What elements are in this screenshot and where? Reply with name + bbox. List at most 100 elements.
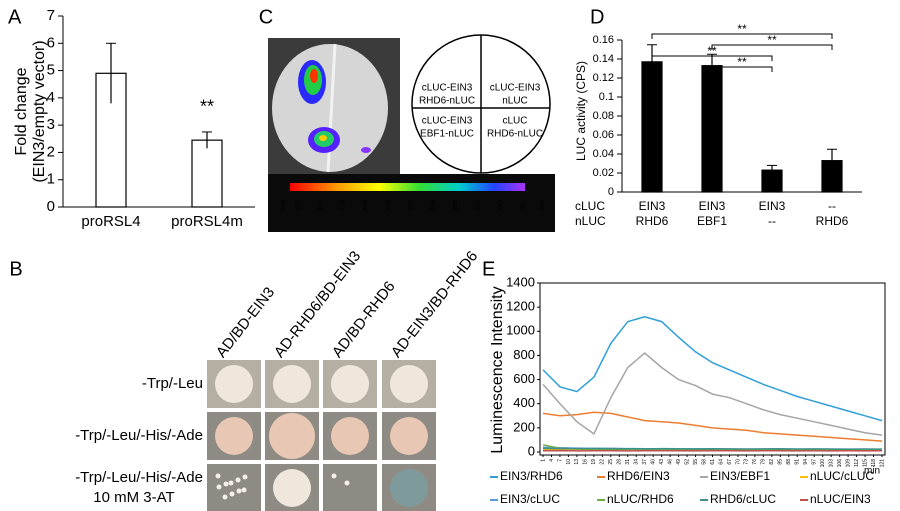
x-tick-label: 61 — [710, 459, 716, 465]
x-tick-label: 31 — [625, 459, 631, 465]
x-tick-label: 34 — [634, 459, 640, 465]
x-tick-label: 67 — [727, 459, 733, 465]
legend-label: RHD6/EIN3 — [607, 469, 670, 483]
x-tick-label: 58 — [701, 459, 707, 465]
y-tick-label: 0 — [47, 198, 55, 215]
row-name: cLUC — [575, 199, 605, 213]
x-tick-label: 13 — [574, 459, 580, 465]
series-line — [542, 352, 883, 436]
construct-label: cLUC-EIN3 — [490, 83, 541, 94]
bar — [641, 61, 663, 193]
series-line — [542, 316, 883, 422]
colorbar — [268, 174, 555, 232]
colony — [331, 365, 369, 403]
colony — [215, 473, 221, 479]
y-tick-label: 0.12 — [593, 72, 614, 84]
row-label: -Trp/-Leu/-His/-Ade — [75, 427, 203, 444]
y-axis-label: Fold change — [13, 67, 30, 155]
x-tick-label: 4 — [549, 459, 555, 462]
y-tick-label: 2 — [47, 143, 55, 160]
colony — [390, 417, 428, 455]
construct-label: RHD6-nLUC — [419, 96, 475, 107]
series-line — [542, 447, 883, 450]
x-tick-label: EIN3 — [699, 199, 726, 213]
colorbar-label: 3790 — [340, 199, 346, 210]
colony — [331, 473, 337, 479]
construct-label: cLUC — [502, 116, 527, 127]
x-tick-label: EIN3 — [759, 199, 786, 213]
row-name: nLUC — [575, 214, 606, 228]
x-tick-label: 88 — [786, 459, 792, 465]
legend-label: EIN3/RHD6 — [500, 469, 563, 483]
colony — [229, 491, 235, 497]
leaf-image — [268, 38, 400, 174]
series-line — [542, 411, 883, 442]
colony — [241, 487, 247, 493]
x-tick-label: 79 — [761, 459, 767, 465]
y-axis-label: (EIN3/empty vector) — [31, 40, 48, 182]
bar — [191, 139, 223, 208]
x-tick-label: 10 — [566, 459, 572, 465]
colony — [390, 365, 428, 403]
legend-label: RHD6/cLUC — [710, 492, 776, 506]
y-tick-label: 600 — [513, 371, 535, 386]
x-tick-label: 40 — [651, 459, 657, 465]
plot-frame — [539, 282, 886, 456]
significance-bracket — [651, 33, 833, 39]
y-tick-label: 0.16 — [593, 34, 614, 46]
colorbar-unit: [cps] — [539, 199, 545, 210]
colorbar-unit: [cps] — [280, 199, 286, 210]
x-tick-label: 1 — [540, 459, 546, 462]
x-tick-label: EBF1 — [697, 214, 727, 228]
y-tick-label: 400 — [513, 395, 535, 410]
colorbar-label: 902 — [520, 201, 526, 210]
y-tick-label: 1 — [47, 171, 55, 188]
x-tick-label: 37 — [642, 459, 648, 465]
x-tick-label: 100 — [820, 459, 826, 468]
colony — [215, 417, 253, 455]
panel-label: C — [259, 6, 273, 28]
x-tick-label: EIN3 — [639, 199, 666, 213]
bar — [701, 65, 723, 193]
colorbar-label: 2707 — [408, 199, 414, 210]
colony — [331, 417, 369, 455]
colony-tile — [207, 464, 261, 511]
x-tick-label: 28 — [617, 459, 623, 465]
significance-label: ** — [737, 55, 747, 69]
y-tick-label: 0.06 — [593, 129, 614, 141]
row-label: -Trp/-Leu — [142, 375, 203, 392]
row-label: 10 mM 3-AT — [93, 489, 174, 506]
colorbar-label: 2346 — [430, 199, 436, 210]
construct-label: RHD6-nLUC — [487, 129, 543, 140]
colony — [228, 480, 234, 486]
x-tick-label: 97 — [812, 459, 818, 465]
x-tick-label: RHD6 — [816, 214, 849, 228]
x-tick-label: 91 — [795, 459, 801, 465]
colony — [269, 413, 315, 459]
y-tick-label: 0.14 — [593, 53, 614, 65]
annotation: ** — [200, 97, 214, 117]
x-tick-label: 25 — [608, 459, 614, 465]
colorbar-label: 4151 — [318, 199, 324, 210]
legend-label: nLUC/RHD6 — [607, 492, 674, 506]
colony — [242, 474, 248, 480]
construct-label: EBF1-nLUC — [420, 129, 474, 140]
column-label: AD-EIN3/BD-RHD6 — [388, 248, 481, 361]
colony — [235, 477, 241, 483]
x-tick-label: 64 — [718, 459, 724, 465]
x-tick-label: 49 — [676, 459, 682, 465]
y-axis-label: LUC activity (CPS) — [574, 61, 588, 161]
colony — [223, 481, 229, 487]
colony — [222, 494, 228, 500]
colorbar-label: 1263 — [498, 199, 504, 210]
y-tick-label: 800 — [513, 347, 535, 362]
y-tick-label: 0.1 — [599, 91, 614, 103]
construct-diagram — [411, 34, 551, 174]
legend-label: EIN3/EBF1 — [710, 469, 770, 483]
y-tick-label: 0 — [528, 443, 535, 458]
colony — [236, 488, 242, 494]
legend-label: EIN3/cLUC — [500, 492, 560, 506]
y-tick-label: 1000 — [506, 323, 535, 338]
y-tick-label: 200 — [513, 419, 535, 434]
